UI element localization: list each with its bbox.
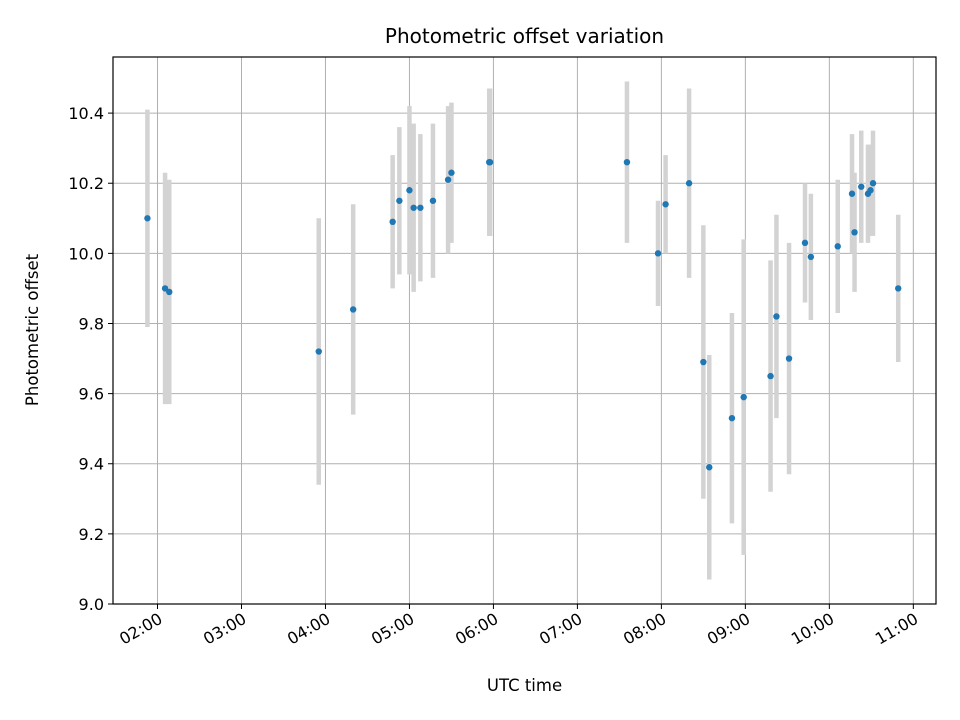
data-point xyxy=(410,204,417,211)
data-point xyxy=(869,180,877,187)
data-point xyxy=(728,414,736,422)
data-point xyxy=(349,306,357,313)
data-point xyxy=(166,288,173,296)
y-axis-label: Photometric offset xyxy=(23,253,42,406)
y-tick-label: 9.0 xyxy=(79,595,104,614)
data-point xyxy=(654,250,662,257)
data-point xyxy=(486,158,494,166)
data-point xyxy=(444,176,452,183)
data-point xyxy=(144,215,151,222)
data-point xyxy=(851,229,858,236)
data-point xyxy=(895,285,902,292)
data-point xyxy=(417,204,424,211)
data-point xyxy=(858,183,865,190)
data-point xyxy=(623,158,631,166)
data-point xyxy=(406,187,413,194)
y-tick-label: 9.6 xyxy=(79,385,104,404)
data-point xyxy=(773,313,780,320)
data-point xyxy=(807,253,815,261)
data-point xyxy=(848,190,856,197)
data-point xyxy=(389,218,396,226)
y-tick-label: 10.0 xyxy=(68,244,104,263)
data-point xyxy=(396,197,403,204)
y-tick-label: 9.2 xyxy=(79,525,104,544)
data-point xyxy=(662,201,669,208)
data-point xyxy=(834,243,841,250)
data-point xyxy=(429,197,437,204)
data-point xyxy=(700,358,707,366)
chart-title: Photometric offset variation xyxy=(385,24,664,48)
data-point xyxy=(867,187,874,194)
data-point xyxy=(315,348,322,355)
data-point xyxy=(706,464,713,471)
data-points xyxy=(144,158,902,471)
data-point xyxy=(767,372,774,380)
data-point xyxy=(785,355,793,362)
y-tick-label: 9.8 xyxy=(79,314,104,333)
y-tick-label: 10.4 xyxy=(68,104,104,123)
data-point xyxy=(161,285,169,292)
data-point xyxy=(448,169,455,176)
plot-frame xyxy=(112,56,937,605)
data-point xyxy=(685,180,693,187)
y-tick-label: 9.4 xyxy=(79,455,104,474)
y-tick-label: 10.2 xyxy=(68,174,104,193)
x-axis-label: UTC time xyxy=(487,676,562,695)
data-point xyxy=(801,239,809,247)
y-axis-ticks: 9.0 9.2 9.4 9.6 9.8 10.0 10.2 10.4 xyxy=(68,104,113,614)
data-point xyxy=(740,393,747,401)
